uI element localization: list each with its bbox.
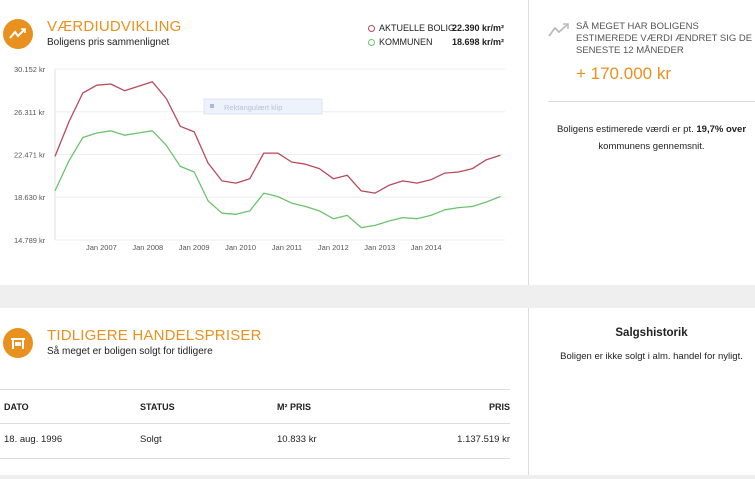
x-tick-label: Jan 2012 [318, 243, 349, 252]
column-header-m2-price: M² PRIS [277, 402, 312, 412]
series-line-bolig [54, 81, 501, 194]
y-tick-label: 30.152 kr [14, 65, 46, 74]
legend-item-bolig: AKTUELLE BOLIG [368, 23, 455, 33]
comparison-post: kommunens gennemsnit. [598, 141, 705, 152]
y-tick-label: 26.311 kr [14, 108, 45, 117]
table-top-divider [0, 389, 510, 390]
x-tick-label: Jan 2008 [132, 243, 163, 252]
value-change-amount: + 170.000 kr [576, 64, 671, 83]
sales-history-title: Salgshistorik [615, 327, 688, 339]
x-tick-label: Jan 2013 [364, 243, 395, 252]
legend-value-bolig: 22.390 kr/m² [452, 23, 505, 33]
sales-history-text: Boligen er ikke solgt i alm. handel for … [560, 351, 743, 362]
legend-item-kommune: KOMMUNEN [368, 37, 433, 47]
chart-tooltip: Rektangulært klip [203, 98, 323, 115]
column-header-date: DATO [4, 402, 29, 412]
prices-section-title: TIDLIGERE HANDELSPRISER [47, 327, 262, 344]
section-gap [0, 285, 755, 308]
column-divider-top [528, 0, 529, 285]
y-tick-label: 22.471 kr [14, 150, 46, 159]
table-bottom-divider [0, 458, 510, 459]
column-header-status: STATUS [140, 402, 175, 412]
bottom-gap [0, 475, 755, 479]
value-section-title: VÆRDIUDVIKLING [47, 18, 182, 35]
right-divider [548, 101, 755, 102]
legend-label-bolig: AKTUELLE BOLIG [379, 23, 456, 33]
column-header-price: PRIS [488, 402, 510, 412]
prices-section-subtitle: Så meget er boligen solgt for tidligere [47, 346, 213, 357]
trend-line-icon [548, 22, 570, 43]
cell-m2-price: 10.833 kr [277, 434, 317, 445]
cell-status: Solgt [140, 434, 162, 445]
chart-tooltip-label: Rektangulært klip [224, 103, 282, 112]
x-tick-label: Jan 2007 [86, 243, 117, 252]
value-chart: 30.152 kr 26.311 kr 22.471 kr 18.630 kr 14.7… [14, 65, 505, 252]
legend-value-kommune: 18.698 kr/m² [452, 37, 505, 47]
x-tick-label: Jan 2010 [225, 243, 256, 252]
house-price-icon [3, 328, 33, 358]
x-tick-label: Jan 2014 [411, 243, 442, 252]
table-header-divider [0, 423, 510, 424]
x-tick-label: Jan 2011 [272, 243, 302, 252]
legend-label-kommune: KOMMUNEN [379, 37, 433, 47]
x-tick-label: Jan 2009 [179, 243, 210, 252]
cell-price: 1.137.519 kr [457, 434, 510, 445]
series-line-kommune [54, 130, 501, 229]
column-divider-bottom [528, 308, 529, 475]
y-tick-label: 14.789 kr [14, 236, 46, 245]
cell-date: 18. aug. 1996 [4, 434, 63, 445]
value-change-heading: SÅ MEGET HAR BOLIGENS ESTIMEREDE VÆRDI Æ… [576, 21, 753, 56]
comparison-highlight: 19,7% over [696, 124, 747, 135]
trend-chart-icon [3, 19, 33, 49]
value-comparison-text: Boligens estimerede værdi er pt. 19,7% o… [548, 121, 755, 155]
comparison-pre: Boligens estimerede værdi er pt. [556, 124, 697, 135]
value-section-subtitle: Boligens pris sammenlignet [47, 37, 170, 48]
legend-marker-kommune [368, 38, 375, 46]
legend-marker-bolig [368, 24, 375, 32]
y-tick-label: 18.630 kr [14, 193, 46, 202]
